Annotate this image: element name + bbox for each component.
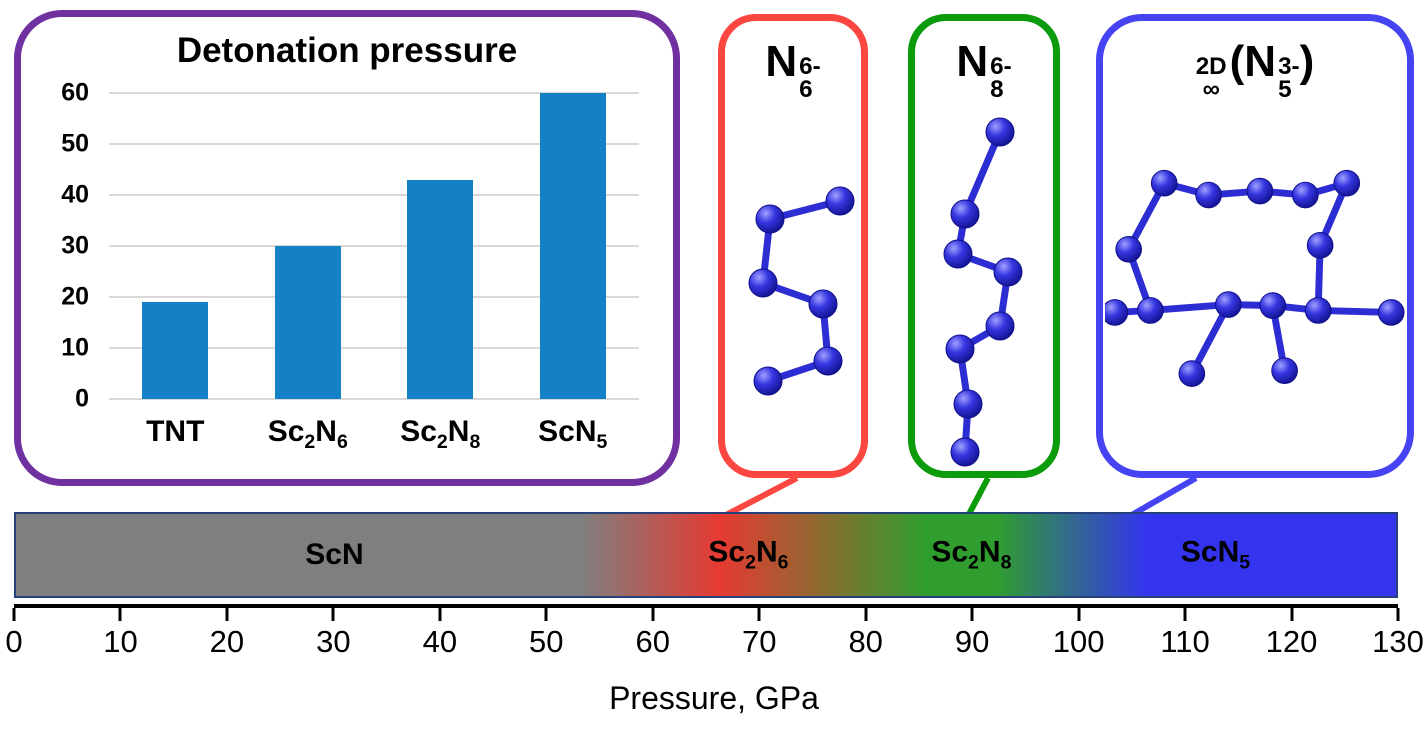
bar-3 bbox=[539, 93, 606, 399]
gridline-30 bbox=[109, 245, 639, 247]
gridline-60 bbox=[109, 92, 639, 94]
bar-cat-labels: TNT Sc2N6 Sc2N8 ScN5 bbox=[109, 409, 639, 455]
gridline-0 bbox=[109, 398, 639, 400]
n6-label-charge: 6- 6 bbox=[799, 53, 821, 103]
tick-0 bbox=[12, 608, 16, 621]
n5-2d-panel: 2D ∞ (N 3- 5) bbox=[1096, 14, 1414, 478]
pressure-axis-title: Pressure, GPa bbox=[609, 680, 819, 716]
category-label-0: TNT bbox=[146, 415, 205, 448]
tick-70 bbox=[757, 608, 761, 621]
tick-label-100: 100 bbox=[1052, 624, 1105, 659]
tick-label-20: 20 bbox=[209, 624, 245, 659]
n6-panel: N 6- 6 bbox=[718, 14, 868, 478]
n8-molecule-illustration bbox=[943, 117, 1023, 467]
n6-connector-line bbox=[722, 476, 799, 516]
tick-label-10: 10 bbox=[103, 624, 138, 659]
region-label-0: ScN bbox=[305, 538, 364, 571]
region-label-1: Sc2N6 bbox=[708, 535, 789, 574]
y-tick-0: 0 bbox=[75, 384, 89, 413]
n5-2d-network-illustration bbox=[1105, 169, 1405, 387]
tick-130 bbox=[1396, 608, 1400, 621]
gridline-10 bbox=[109, 347, 639, 349]
pressure-axis-ticks: 0 10 20 30 40 50 60 70 80 90 100 110 120 130 bbox=[5, 608, 1424, 678]
region-label-3: ScN5 bbox=[1180, 535, 1251, 574]
n5-2d-label: 2D ∞ (N 3- 5) bbox=[1103, 37, 1407, 103]
tick-label-70: 70 bbox=[741, 624, 777, 659]
y-tick-50: 50 bbox=[61, 129, 89, 158]
tick-label-130: 130 bbox=[1372, 624, 1424, 659]
pressure-axis-line bbox=[14, 604, 1398, 608]
tick-label-40: 40 bbox=[422, 624, 458, 659]
n5-2d-label-close: ) bbox=[1299, 37, 1315, 86]
bar-1 bbox=[274, 246, 341, 399]
tick-label-0: 0 bbox=[5, 624, 23, 659]
tick-label-60: 60 bbox=[635, 624, 671, 659]
n8-label-base: N bbox=[956, 37, 989, 86]
gridline-20 bbox=[109, 296, 639, 298]
tick-110 bbox=[1183, 608, 1187, 621]
n6-molecule-illustration bbox=[748, 186, 855, 396]
detonation-pressure-panel: Detonation pressure 0 10 20 30 40 50 60 TNT Sc2… bbox=[14, 10, 680, 486]
gridline-40 bbox=[109, 194, 639, 196]
tick-90 bbox=[970, 608, 974, 621]
n8-label-charge: 6- 8 bbox=[990, 53, 1012, 103]
bar-y-axis: 0 10 20 30 40 50 60 bbox=[21, 79, 101, 413]
y-tick-20: 20 bbox=[61, 282, 89, 311]
tick-label-90: 90 bbox=[954, 624, 990, 659]
n6-label-base: N bbox=[765, 37, 798, 86]
category-label-2: Sc2N8 bbox=[400, 415, 481, 453]
tick-40 bbox=[438, 608, 442, 621]
n5-2d-label-prefix: 2D ∞ bbox=[1195, 53, 1227, 103]
tick-10 bbox=[118, 608, 122, 621]
region-label-2: Sc2N8 bbox=[931, 535, 1012, 574]
n8-panel: N 6- 8 bbox=[908, 14, 1060, 478]
pressure-gradient-bar: ScN Sc2N6 Sc2N8 ScN5 bbox=[14, 512, 1398, 598]
y-tick-10: 10 bbox=[61, 333, 89, 362]
n8-connector-line bbox=[965, 476, 991, 516]
tick-80 bbox=[864, 608, 868, 621]
n6-label: N 6- 6 bbox=[725, 37, 861, 103]
y-tick-30: 30 bbox=[61, 231, 89, 260]
gridline-50 bbox=[109, 143, 639, 145]
tick-60 bbox=[651, 608, 655, 621]
tick-label-120: 120 bbox=[1265, 624, 1318, 659]
bar-2 bbox=[407, 179, 474, 399]
n5-2d-connector-line bbox=[1128, 476, 1198, 516]
tick-label-30: 30 bbox=[316, 624, 351, 659]
tick-50 bbox=[544, 608, 548, 621]
tick-30 bbox=[331, 608, 335, 621]
n5-2d-label-charge: 3- 5 bbox=[1278, 53, 1300, 103]
category-label-3: ScN5 bbox=[538, 415, 608, 453]
bar-0 bbox=[142, 302, 209, 399]
n8-label: N 6- 8 bbox=[915, 37, 1053, 103]
n5-2d-label-base: (N bbox=[1229, 37, 1277, 86]
tick-100 bbox=[1077, 608, 1081, 621]
bar-plot bbox=[109, 92, 639, 400]
y-tick-60: 60 bbox=[61, 78, 89, 107]
chart-title: Detonation pressure bbox=[176, 31, 518, 70]
tick-label-110: 110 bbox=[1160, 624, 1210, 659]
tick-label-80: 80 bbox=[848, 624, 883, 659]
tick-120 bbox=[1290, 608, 1294, 621]
category-label-1: Sc2N6 bbox=[267, 415, 348, 453]
y-tick-40: 40 bbox=[61, 180, 89, 209]
tick-label-50: 50 bbox=[529, 624, 564, 659]
tick-20 bbox=[225, 608, 229, 621]
